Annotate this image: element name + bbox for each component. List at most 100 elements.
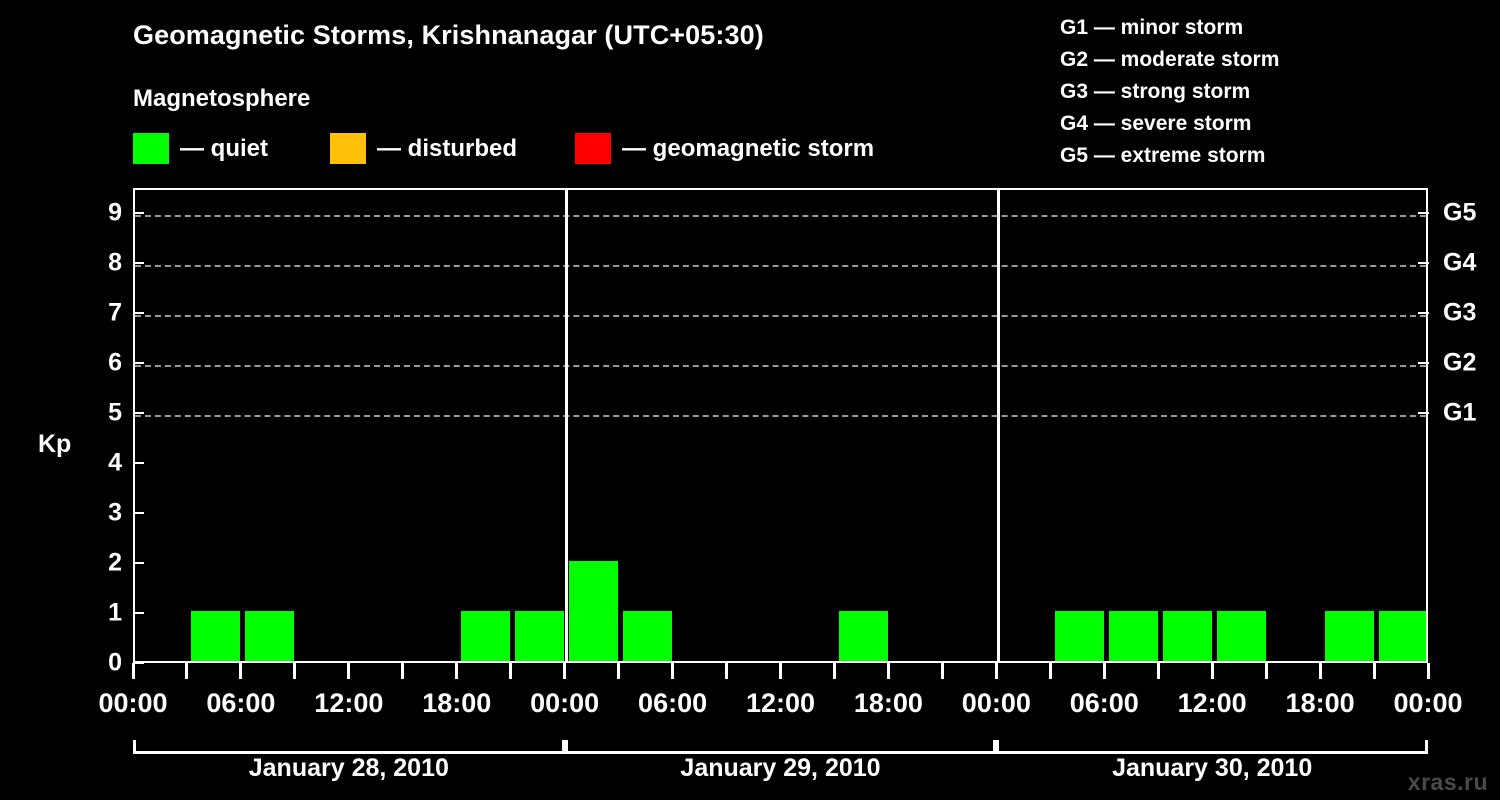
g-tick-mark-g3 [1418,312,1429,314]
x-tick-label: 18:00 [1285,688,1355,718]
bar [623,611,673,661]
bar [838,611,888,661]
y-tick-label-5: 5 [108,398,122,427]
x-tick-mark [617,663,621,679]
page-title: Geomagnetic Storms, Krishnanagar (UTC+05… [133,20,764,50]
x-tick-label: 00:00 [530,688,600,718]
x-tick-mark [131,663,135,679]
legend-swatch-quiet [133,133,169,164]
day-divider [996,190,1000,661]
x-tick-mark [185,663,189,679]
x-tick-mark [886,663,890,679]
x-tick-label: 12:00 [314,688,384,718]
x-tick-mark [994,663,998,679]
y-tick-mark-2 [133,562,144,564]
magnetosphere-label: Magnetosphere [133,85,311,112]
x-tick-mark [779,663,782,679]
y-tick-mark-4 [133,462,144,464]
legend-item-disturbed: — disturbed [330,133,517,164]
y-tick-mark-7 [133,312,144,314]
x-tick-label: 12:00 [745,688,816,718]
gridline-kp-5 [135,415,1426,417]
x-tick-mark [293,663,297,679]
g-tick-label-g4: G4 [1443,248,1477,277]
x-tick-mark [1102,663,1106,679]
legend-item-quiet: — quiet [133,133,268,164]
x-tick-mark [940,663,944,679]
x-tick-label: 00:00 [1393,688,1463,718]
day-bracket [133,740,565,754]
x-tick-mark [563,663,567,679]
x-tick-mark [1318,663,1322,679]
g-tick-label-g5: G5 [1443,198,1477,227]
x-tick-label: 06:00 [638,688,708,718]
x-tick-label: 18:00 [853,688,923,718]
y-tick-label-7: 7 [108,298,122,327]
x-tick-label: 00:00 [98,688,168,718]
x-tick-mark [725,663,729,679]
x-tick-mark [1210,663,1214,679]
bar [461,611,511,661]
y-tick-label-4: 4 [108,448,122,477]
gridline-kp-9 [135,215,1426,217]
plot-area [133,188,1428,663]
y-tick-label-9: 9 [108,198,122,227]
x-tick-mark [347,663,351,679]
y-tick-label-0: 0 [108,648,122,677]
gridline-kp-8 [135,265,1426,267]
y-tick-mark-0 [133,662,144,664]
day-label: January 29, 2010 [680,754,881,782]
y-tick-mark-8 [133,262,144,264]
y-tick-label-3: 3 [108,498,122,527]
y-tick-label-8: 8 [108,248,122,277]
y-tick-label-6: 6 [108,348,122,377]
y-tick-label-2: 2 [108,548,122,577]
legend-label-geomagnetic-storm: — geomagnetic storm [622,134,875,162]
bar [1324,611,1374,661]
x-tick-mark [1048,663,1052,679]
g-tick-mark-g4 [1418,262,1429,264]
legend-item-geomagnetic-storm: — geomagnetic storm [575,133,874,164]
gridline-kp-7 [135,315,1426,317]
bar [1216,611,1266,661]
x-tick-label: 00:00 [961,688,1031,718]
y-tick-mark-1 [133,612,144,614]
g-legend-row-g2: G2 — moderate storm [1060,48,1280,71]
day-bracket [564,740,997,754]
g-legend-row-g3: G3 — strong storm [1060,80,1251,103]
y-tick-mark-9 [133,212,144,214]
x-tick-mark [239,663,243,679]
day-label: January 30, 2010 [1112,754,1313,782]
bar [515,611,565,661]
g-legend-row-g4: G4 — severe storm [1060,112,1252,135]
g-tick-label-g1: G1 [1443,398,1477,427]
watermark: xras.ru [1407,769,1488,795]
legend-label-quiet: — quiet [180,134,268,162]
bar [245,611,295,661]
legend-swatch-geomagnetic-storm [575,133,612,164]
day-divider [565,190,569,661]
x-tick-label: 12:00 [1177,688,1247,718]
g-tick-mark-g5 [1418,212,1429,214]
x-tick-mark [671,663,675,679]
plot-inner [135,190,1426,661]
legend-label-disturbed: — disturbed [377,134,518,162]
y-tick-mark-6 [133,362,144,364]
y-tick-mark-5 [133,412,144,414]
x-tick-label: 18:00 [422,688,492,718]
day-bracket [996,740,1428,754]
x-tick-mark [1156,663,1160,679]
legend-swatch-disturbed [330,133,366,164]
bar [1054,611,1104,661]
x-tick-mark [509,663,513,679]
bar [1108,611,1158,661]
x-tick-mark [455,663,459,679]
g-tick-label-g3: G3 [1443,298,1477,327]
x-tick-mark [401,663,405,679]
x-tick-mark [1264,663,1268,679]
bar [1378,611,1426,661]
bar [1162,611,1212,661]
gridline-kp-6 [135,365,1426,367]
bar [191,611,241,661]
